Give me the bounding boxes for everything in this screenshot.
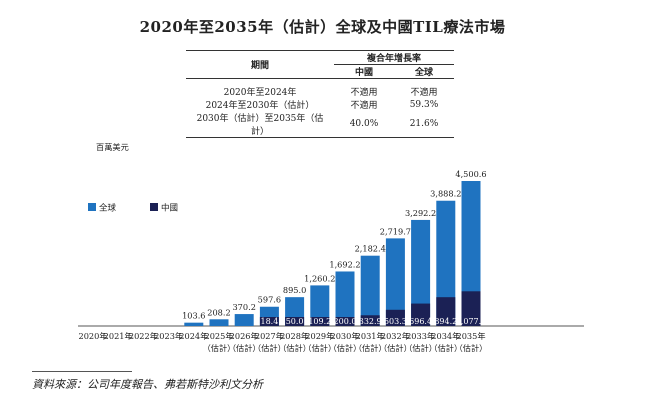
x-tick-label: 2026年 <box>230 331 259 341</box>
bar-china <box>259 317 279 326</box>
data-label-china: 50.0 <box>286 317 304 326</box>
col-global-header: 全球 <box>394 64 454 79</box>
data-label-china: 200.0 <box>334 317 357 326</box>
x-tick-sublabel: （估計） <box>429 343 462 353</box>
data-label-china: 332.9 <box>359 317 382 326</box>
period-header: 期間 <box>186 50 334 79</box>
bar-global <box>411 219 431 326</box>
data-label-china: 696.4 <box>409 317 432 326</box>
x-tick-label: 2023年 <box>154 331 183 341</box>
x-tick-label: 2034年 <box>431 331 460 341</box>
data-label-global: 370.2 <box>232 302 255 312</box>
x-tick-sublabel: （估計） <box>329 343 362 353</box>
x-tick-label: 2032年 <box>381 331 410 341</box>
x-tick-label: 2028年 <box>280 331 309 341</box>
data-label-global: 4,500.6 <box>455 169 486 179</box>
x-tick-sublabel: （估計） <box>303 343 336 353</box>
x-tick-label: 2025年 <box>204 331 233 341</box>
data-label-china: 18.4 <box>260 317 278 326</box>
legend-label-china: 中國 <box>161 203 178 214</box>
data-label-china: 1,077.1 <box>456 317 487 326</box>
bar-china <box>436 297 456 326</box>
period-cell: 2024年至2030年（估計） <box>205 101 315 111</box>
data-label-global: 2,182.4 <box>355 244 386 254</box>
x-tick-sublabel: （估計） <box>354 343 387 353</box>
bar-china <box>461 291 481 326</box>
x-tick-sublabel: （估計） <box>404 343 437 353</box>
bar-china <box>285 317 305 326</box>
data-label-global: 103.6 <box>182 311 205 321</box>
period-cell: 2030年（估計）至2035年（估計） <box>186 111 334 138</box>
global-cell: 不適用 <box>410 88 438 98</box>
x-tick-label: 2030年 <box>330 331 359 341</box>
x-tick-label: 2035年 <box>456 331 485 341</box>
bar-china <box>310 317 330 326</box>
x-tick-label: 2022年 <box>129 331 158 341</box>
data-label-global: 3,292.2 <box>405 208 436 218</box>
data-label-china: 503.3 <box>384 317 407 326</box>
data-label-global: 597.6 <box>258 295 281 305</box>
legend-label-global: 全球 <box>99 203 117 214</box>
x-tick-sublabel: （估計） <box>455 343 488 353</box>
bar-china <box>335 317 355 326</box>
data-label-china: 109.2 <box>308 317 331 326</box>
bar-global <box>335 271 355 326</box>
table-row: 2030年（估計）至2035年（估計） 40.0% 21.6% <box>186 111 454 138</box>
bar-global <box>184 322 204 326</box>
data-label-global: 895.0 <box>283 285 306 295</box>
data-label-global: 3,888.2 <box>430 189 461 199</box>
x-tick-label: 2031年 <box>356 331 385 341</box>
legend: 全球 中國 <box>88 203 178 214</box>
data-label-china: 894.2 <box>434 317 457 326</box>
unit-label: 百萬美元 <box>96 142 129 152</box>
x-tick-label: 2027年 <box>255 331 284 341</box>
global-cell: 21.6% <box>394 111 454 138</box>
x-tick-label: 2029年 <box>305 331 334 341</box>
x-tick-label: 2024年 <box>179 331 208 341</box>
bar-china <box>385 309 405 326</box>
bar-global <box>461 181 481 326</box>
source-divider <box>32 371 132 372</box>
cagr-table: 期間 複合年增長率 中國 全球 2020年至2024年 不適用 不適用 2024… <box>186 50 454 138</box>
x-tick-label: 2020年 <box>78 331 107 341</box>
source-note: 資料來源：公司年度報告、弗若斯特沙利文分析 <box>32 378 263 391</box>
x-tick-sublabel: （估計） <box>228 343 261 353</box>
data-label-global: 1,260.2 <box>304 273 335 283</box>
period-cell: 2020年至2024年 <box>223 88 297 98</box>
x-tick-label: 2021年 <box>104 331 133 341</box>
table-row: 2020年至2024年 不適用 不適用 <box>186 85 454 98</box>
bar-global <box>436 200 456 326</box>
bar-global <box>234 314 254 326</box>
bar-global <box>360 255 380 326</box>
bar-global <box>310 285 330 326</box>
cagr-header: 複合年增長率 <box>334 50 454 65</box>
global-cell: 59.3% <box>409 99 439 110</box>
china-cell: 40.0% <box>334 111 394 138</box>
legend-swatch-china <box>150 203 158 211</box>
data-label-global: 208.2 <box>207 307 230 317</box>
china-cell: 不適用 <box>350 88 378 98</box>
bar-china <box>360 315 380 326</box>
col-china-header: 中國 <box>334 64 394 79</box>
table-row: 2024年至2030年（估計） 不適用 59.3% <box>186 98 454 112</box>
bar-china <box>411 303 431 326</box>
bar-global <box>385 238 405 326</box>
chart-title: 2020年至2035年（估計）全球及中國TIL療法市場 <box>139 18 506 36</box>
x-tick-sublabel: （估計） <box>203 343 236 353</box>
data-label-global: 2,719.7 <box>380 226 411 236</box>
bar-global <box>209 319 229 326</box>
x-tick-label: 2033年 <box>406 331 435 341</box>
x-tick-sublabel: （估計） <box>253 343 286 353</box>
x-tick-sublabel: （估計） <box>379 343 412 353</box>
data-label-global: 1,692.2 <box>329 259 360 269</box>
x-tick-sublabel: （估計） <box>278 343 311 353</box>
legend-swatch-global <box>88 203 96 211</box>
china-cell: 不適用 <box>350 101 378 111</box>
